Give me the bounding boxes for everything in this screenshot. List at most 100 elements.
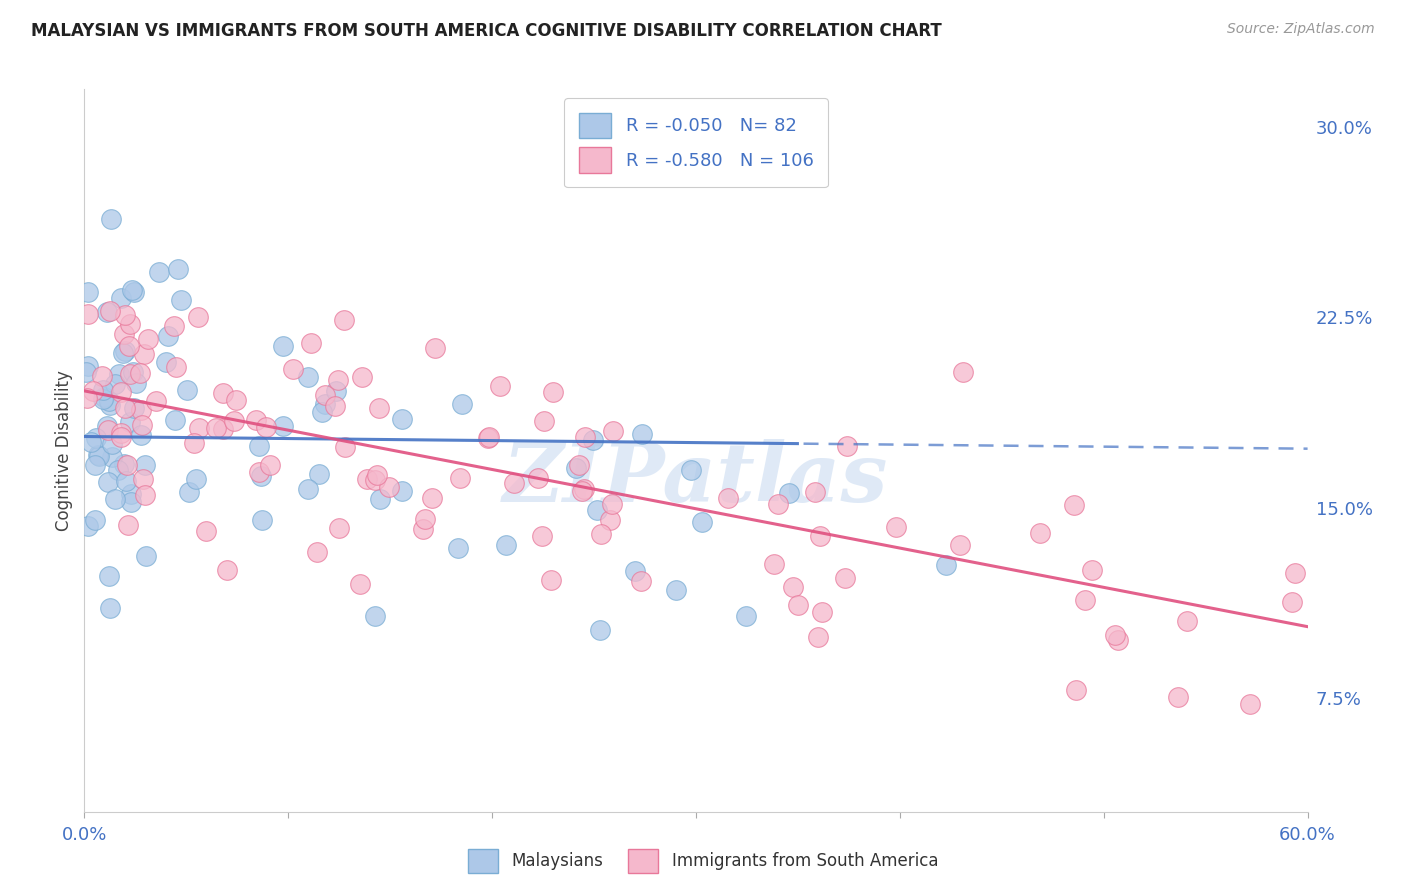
Point bbox=[323, 399, 346, 413]
Point bbox=[766, 497, 789, 511]
Point bbox=[77, 285, 100, 300]
Point bbox=[447, 541, 470, 556]
Point bbox=[540, 573, 562, 587]
Point bbox=[1284, 566, 1306, 581]
Point bbox=[77, 359, 100, 373]
Point bbox=[155, 355, 177, 369]
Point bbox=[1063, 498, 1085, 512]
Point bbox=[368, 401, 391, 415]
Point bbox=[541, 385, 564, 400]
Point bbox=[212, 422, 235, 436]
Point bbox=[582, 433, 605, 447]
Text: ZIPatlas: ZIPatlas bbox=[503, 440, 889, 519]
Point bbox=[120, 487, 142, 501]
Point bbox=[165, 360, 187, 375]
Point bbox=[165, 413, 187, 427]
Point bbox=[128, 366, 150, 380]
Point bbox=[131, 417, 153, 432]
Point bbox=[325, 384, 347, 399]
Point bbox=[114, 474, 136, 488]
Point bbox=[93, 390, 115, 404]
Point bbox=[807, 630, 830, 644]
Point bbox=[204, 421, 226, 435]
Point bbox=[503, 476, 526, 491]
Point bbox=[665, 583, 688, 598]
Point bbox=[112, 457, 135, 471]
Point bbox=[1104, 628, 1126, 642]
Point bbox=[679, 462, 702, 476]
Point bbox=[245, 413, 267, 427]
Point bbox=[1239, 698, 1261, 712]
Point bbox=[118, 415, 141, 429]
Point bbox=[84, 458, 107, 473]
Point bbox=[110, 384, 132, 399]
Point bbox=[356, 472, 378, 486]
Point bbox=[527, 471, 550, 485]
Point bbox=[132, 473, 155, 487]
Point bbox=[249, 468, 271, 483]
Point bbox=[122, 285, 145, 300]
Point bbox=[117, 517, 139, 532]
Point bbox=[114, 401, 136, 415]
Point bbox=[98, 601, 121, 615]
Point bbox=[222, 414, 245, 428]
Point bbox=[533, 414, 555, 428]
Point bbox=[91, 392, 114, 406]
Point bbox=[363, 609, 385, 624]
Point bbox=[1175, 614, 1198, 628]
Point bbox=[97, 423, 120, 437]
Point bbox=[121, 365, 143, 379]
Point bbox=[104, 376, 127, 391]
Legend: R = -0.050   N= 82, R = -0.580   N = 106: R = -0.050 N= 82, R = -0.580 N = 106 bbox=[564, 98, 828, 187]
Point bbox=[96, 305, 118, 319]
Point bbox=[478, 429, 501, 443]
Point bbox=[935, 558, 957, 572]
Point bbox=[449, 471, 471, 485]
Point bbox=[778, 486, 800, 500]
Point bbox=[75, 365, 97, 379]
Point bbox=[177, 485, 200, 500]
Point bbox=[122, 401, 145, 416]
Point bbox=[166, 262, 188, 277]
Point bbox=[787, 598, 810, 612]
Point bbox=[129, 428, 152, 442]
Point bbox=[118, 339, 141, 353]
Point bbox=[134, 458, 156, 472]
Point bbox=[125, 376, 148, 390]
Point bbox=[1074, 592, 1097, 607]
Point bbox=[762, 557, 785, 571]
Point bbox=[808, 529, 831, 543]
Point bbox=[949, 538, 972, 552]
Point bbox=[568, 458, 591, 472]
Point bbox=[247, 466, 270, 480]
Point bbox=[333, 313, 356, 327]
Point bbox=[112, 327, 135, 342]
Point bbox=[84, 431, 107, 445]
Point bbox=[121, 283, 143, 297]
Point bbox=[129, 403, 152, 417]
Point bbox=[120, 495, 142, 509]
Point bbox=[1107, 633, 1129, 648]
Point bbox=[115, 458, 138, 472]
Point bbox=[423, 341, 446, 355]
Point bbox=[412, 522, 434, 536]
Point bbox=[328, 521, 350, 535]
Point bbox=[630, 574, 652, 588]
Point bbox=[297, 370, 319, 384]
Y-axis label: Cognitive Disability: Cognitive Disability bbox=[55, 370, 73, 531]
Point bbox=[734, 608, 756, 623]
Point bbox=[96, 419, 118, 434]
Point bbox=[225, 392, 247, 407]
Point bbox=[101, 437, 124, 451]
Text: MALAYSIAN VS IMMIGRANTS FROM SOUTH AMERICA COGNITIVE DISABILITY CORRELATION CHAR: MALAYSIAN VS IMMIGRANTS FROM SOUTH AMERI… bbox=[31, 22, 942, 40]
Point bbox=[110, 291, 132, 305]
Point bbox=[108, 367, 131, 381]
Point bbox=[91, 383, 114, 397]
Point bbox=[111, 346, 134, 360]
Point bbox=[574, 482, 596, 496]
Point bbox=[100, 212, 122, 227]
Point bbox=[364, 473, 387, 487]
Point bbox=[101, 450, 124, 465]
Point bbox=[1281, 595, 1303, 609]
Point bbox=[477, 431, 499, 445]
